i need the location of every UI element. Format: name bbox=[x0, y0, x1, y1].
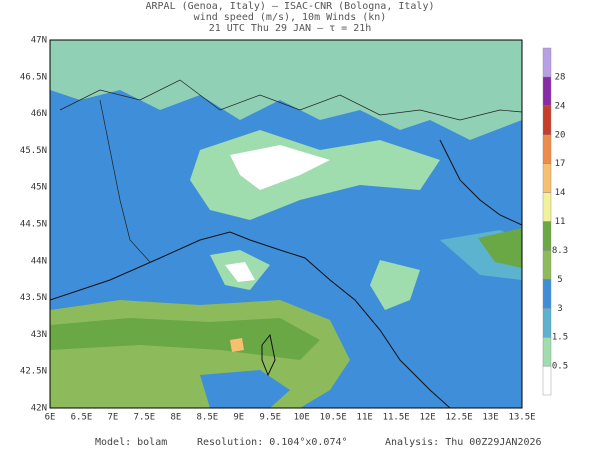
colorbar-label: 5 bbox=[557, 275, 562, 285]
colorbar-label: 14 bbox=[555, 188, 566, 198]
x-tick-label: 7.5E bbox=[134, 413, 156, 423]
y-tick-label: 45N bbox=[31, 183, 47, 193]
coastline bbox=[50, 231, 451, 408]
colorbar-swatch bbox=[542, 250, 552, 280]
x-tick-label: 6E bbox=[45, 413, 56, 423]
colorbar-label: 20 bbox=[555, 130, 566, 140]
y-tick-label: 45.5N bbox=[20, 146, 47, 156]
colorbar-swatch bbox=[542, 308, 552, 338]
colorbar-swatch bbox=[542, 365, 552, 396]
colorbar-label: 1.5 bbox=[552, 333, 568, 343]
header-line: wind speed (m/s), 10m Winds (kn) bbox=[194, 12, 387, 23]
x-tick-label: 7E bbox=[108, 413, 119, 423]
wind-area bbox=[200, 370, 290, 408]
colorbar-label: 0.5 bbox=[552, 362, 568, 372]
colorbar-swatch bbox=[542, 76, 552, 107]
y-tick-label: 43N bbox=[31, 330, 47, 340]
colorbar-label: 8.3 bbox=[552, 246, 568, 256]
x-tick-label: 9E bbox=[233, 413, 244, 423]
header-line: ARPAL (Genoa, Italy) — ISAC-CNR (Bologna… bbox=[146, 1, 435, 12]
colorbar-swatch bbox=[542, 279, 552, 309]
calm-area bbox=[230, 145, 330, 190]
x-tick-label: 13.5E bbox=[508, 413, 535, 423]
x-tick-label: 10E bbox=[294, 413, 310, 423]
wind-area bbox=[370, 260, 420, 310]
colorbar-label: 3 bbox=[557, 304, 562, 314]
footer-model: Model: bolam bbox=[95, 437, 167, 448]
y-tick-label: 46.5N bbox=[20, 72, 47, 82]
y-tick-label: 47N bbox=[31, 36, 47, 46]
x-tick-label: 12E bbox=[419, 413, 435, 423]
border bbox=[59, 79, 522, 121]
x-tick-label: 6.5E bbox=[71, 413, 93, 423]
y-tick-label: 44.5N bbox=[20, 220, 47, 230]
border bbox=[99, 99, 151, 263]
colorbar-swatch bbox=[542, 105, 552, 135]
x-tick-label: 8.5E bbox=[196, 413, 218, 423]
x-tick-label: 10.5E bbox=[320, 413, 347, 423]
wind-area bbox=[230, 338, 244, 352]
x-tick-label: 8E bbox=[170, 413, 181, 423]
y-tick-label: 42.5N bbox=[20, 367, 47, 377]
y-tick-label: 43.5N bbox=[20, 293, 47, 303]
colorbar-swatch bbox=[542, 192, 552, 222]
coastline bbox=[439, 139, 522, 226]
colorbar-swatch bbox=[542, 336, 552, 367]
colorbar-label: 28 bbox=[555, 72, 566, 82]
wind-area bbox=[50, 40, 522, 140]
x-tick-label: 9.5E bbox=[259, 413, 281, 423]
colorbar-swatch bbox=[542, 134, 552, 164]
colorbar-swatch bbox=[542, 163, 552, 193]
y-tick-label: 44N bbox=[31, 256, 47, 266]
x-tick-label: 12.5E bbox=[446, 413, 473, 423]
x-tick-label: 11.5E bbox=[383, 413, 410, 423]
y-tick-label: 46N bbox=[31, 109, 47, 119]
colorbar-label: 17 bbox=[555, 159, 566, 169]
footer-analysis: Analysis: Thu 00Z29JAN2026 bbox=[385, 437, 542, 448]
colorbar-swatch bbox=[542, 47, 552, 78]
colorbar-swatch bbox=[542, 221, 552, 251]
wind-area bbox=[478, 228, 522, 268]
colorbar-label: 11 bbox=[555, 217, 566, 227]
wind-area bbox=[50, 318, 320, 360]
colorbar-label: 24 bbox=[555, 101, 566, 111]
header-line: 21 UTC Thu 29 JAN — τ = 21h bbox=[209, 23, 372, 34]
x-tick-label: 13E bbox=[482, 413, 498, 423]
footer-resolution: Resolution: 0.104°x0.074° bbox=[197, 437, 348, 448]
coastline bbox=[261, 333, 276, 377]
map-frame bbox=[49, 39, 523, 409]
x-tick-label: 11E bbox=[357, 413, 373, 423]
calm-area bbox=[225, 262, 255, 282]
y-tick-label: 42N bbox=[31, 404, 47, 414]
map bbox=[49, 39, 523, 409]
